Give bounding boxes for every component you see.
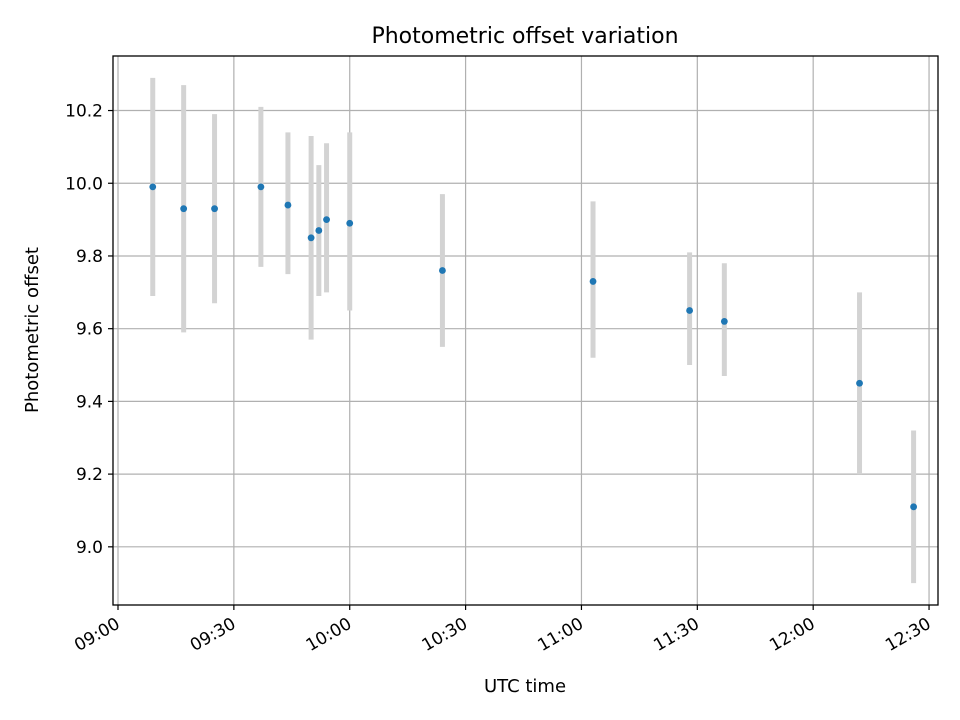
error-bars [150,77,917,584]
y-tick-label: 9.4 [76,392,103,412]
grid [113,56,938,605]
y-tick-label: 9.0 [76,538,103,558]
data-point [307,234,315,242]
y-tick-label: 9.8 [76,247,103,267]
y-tick-label: 10.0 [65,174,103,194]
data-point [439,267,446,274]
x-tick-label: 12:30 [882,614,934,656]
x-tick-label: 12:00 [766,614,818,656]
x-tick-label: 11:00 [535,614,587,656]
x-tick-label: 11:30 [650,614,702,656]
data-points [149,183,917,511]
data-point [686,307,693,314]
y-tick-label: 9.2 [76,465,103,485]
data-point [315,227,323,234]
data-point [323,216,330,224]
data-point [910,503,917,511]
plot-frame [112,55,939,606]
data-point [257,183,265,191]
y-tick-label: 10.2 [65,102,103,122]
x-tick-label: 09:00 [71,614,123,656]
data-point [856,379,863,387]
data-point [589,278,597,285]
chart-title: Photometric offset variation [371,24,678,49]
data-point [720,318,728,325]
data-point [149,183,157,191]
data-point [211,205,218,213]
x-axis-label: UTC time [484,676,566,697]
y-axis-label: Photometric offset [22,247,43,413]
ticks: 09:00 09:30 10:00 10:30 11:00 11:30 12:00 12:30… [65,102,934,656]
data-point [180,205,188,213]
x-tick-label: 09:30 [187,614,239,656]
data-point [284,201,292,209]
y-tick-label: 9.6 [76,320,103,340]
x-tick-label: 10:00 [303,614,355,656]
x-tick-label: 10:30 [419,614,471,656]
data-point [346,219,354,227]
